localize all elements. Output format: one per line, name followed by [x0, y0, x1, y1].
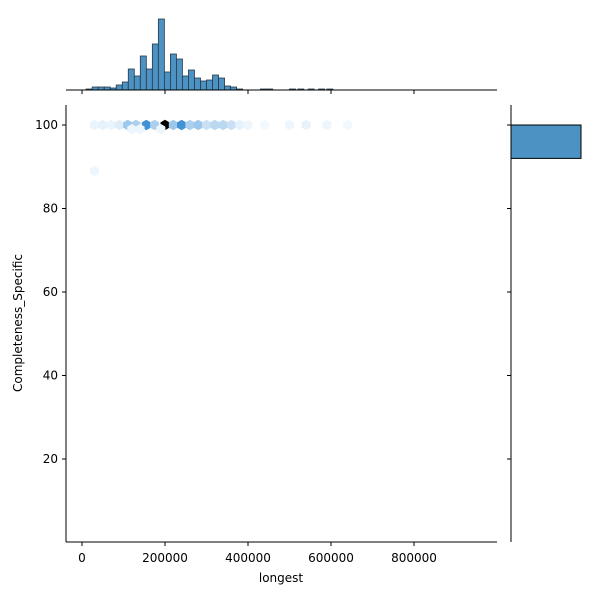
- hist-bar: [145, 68, 153, 91]
- hist-bar: [163, 71, 171, 91]
- marginal-x-histogram: [85, 18, 334, 91]
- hist-bar: [169, 53, 177, 91]
- x-tick-label: 200000: [142, 551, 188, 565]
- hexbin-cell: [301, 119, 311, 131]
- hexbin-cell: [343, 119, 353, 131]
- y-tick-label: 100: [35, 118, 58, 132]
- x-axis-ticks: 0 200000 400000 600000 800000: [78, 542, 437, 565]
- hexbin-cell: [98, 119, 108, 131]
- hist-bar: [194, 77, 201, 91]
- hexbin-cell: [202, 119, 211, 131]
- y-tick-label: 60: [43, 285, 58, 299]
- hist-bar: [224, 85, 231, 91]
- x-tick-label: 0: [78, 551, 86, 565]
- hist-bar: [151, 43, 159, 91]
- hexbin-cell: [193, 119, 203, 131]
- x-tick-label: 600000: [308, 551, 354, 565]
- hist-bar: [200, 80, 207, 91]
- hexbin-cell: [156, 124, 166, 135]
- hexbin-cell: [243, 119, 253, 131]
- y-tick-label: 80: [43, 202, 58, 216]
- y-tick-label: 20: [43, 452, 58, 466]
- hexbin-cell: [210, 119, 220, 131]
- x-tick-label: 800000: [391, 551, 437, 565]
- hist-bar: [115, 84, 123, 91]
- y-axis-label: Completeness_Specific: [11, 254, 25, 392]
- x-axis-label: longest: [259, 571, 304, 585]
- right-hist-ticks: [507, 124, 511, 460]
- hexbin-cell: [135, 124, 145, 135]
- hist-bar: [188, 69, 195, 91]
- hexbin-cell: [285, 119, 294, 131]
- hist-bar: [212, 74, 219, 91]
- hist-bar: [139, 55, 147, 91]
- hexbin-cell: [106, 119, 116, 131]
- hexbin-cell: [168, 119, 178, 131]
- hist-bar: [176, 58, 183, 91]
- hexbin-cell: [218, 119, 228, 131]
- hexbin-cell: [89, 165, 99, 177]
- hist-bar: [127, 68, 135, 91]
- hist-bar: [157, 18, 165, 91]
- hexbin-cell: [89, 119, 99, 131]
- hist-bar: [218, 77, 225, 91]
- hist-bar: [510, 124, 582, 159]
- hexbin-cell: [226, 119, 236, 131]
- hexbin-cell: [127, 124, 137, 135]
- top-hist-ticks: [81, 90, 415, 94]
- y-axis-ticks: 20 40 60 80 100: [35, 118, 66, 466]
- x-tick-label: 400000: [225, 551, 271, 565]
- hexbin-cell: [322, 119, 332, 131]
- hist-bar: [121, 81, 129, 91]
- hist-bar: [133, 75, 141, 91]
- hexbin-cell: [235, 119, 245, 131]
- hexbin-cells: [89, 119, 353, 177]
- hist-bar: [182, 75, 189, 91]
- hexbin-cell: [260, 119, 270, 131]
- y-tick-label: 40: [43, 369, 58, 383]
- hexbin-cell: [114, 119, 124, 131]
- hexbin-cell: [177, 119, 187, 131]
- marginal-y-histogram: [510, 124, 582, 159]
- hexbin-cell: [185, 119, 195, 131]
- hist-bar: [206, 79, 213, 91]
